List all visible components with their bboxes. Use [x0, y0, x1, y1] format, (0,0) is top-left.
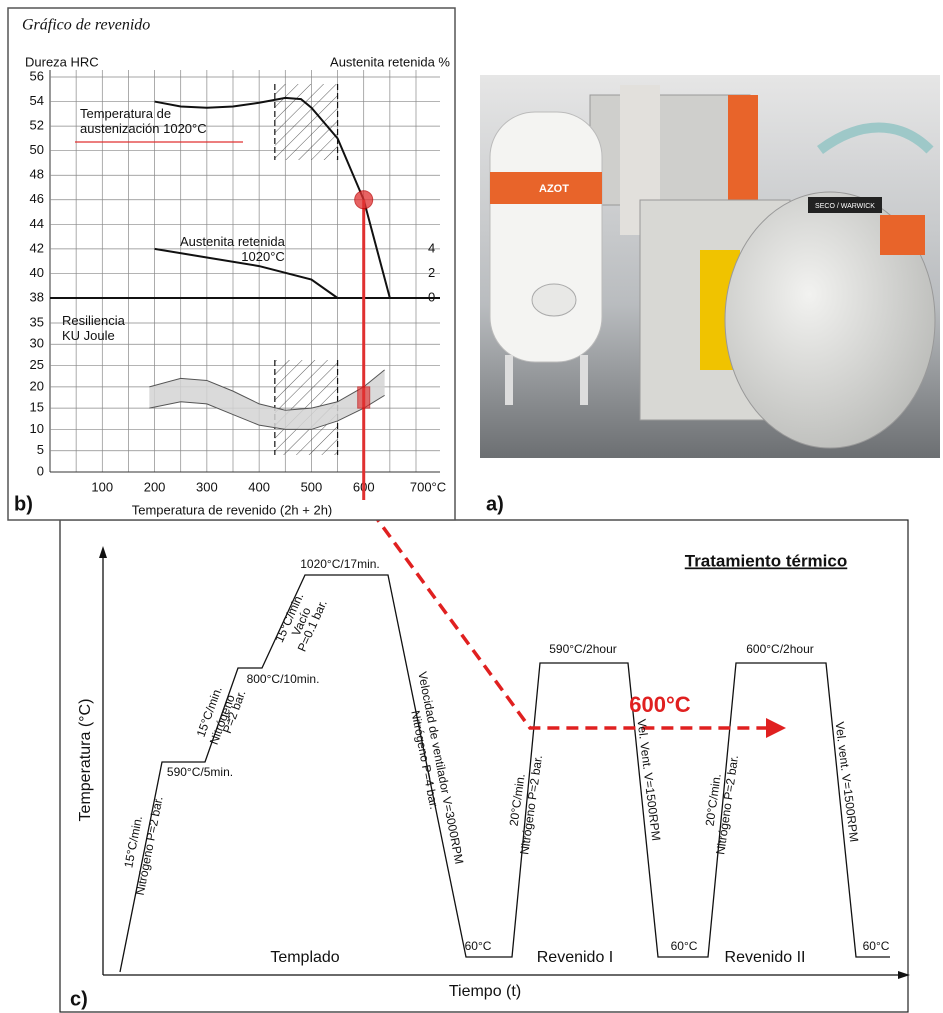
chart: 100200300400500600700°C38404244464850525…	[30, 68, 446, 500]
photo-label: SECO / WARWICK	[815, 203, 875, 210]
panel-label: c)	[70, 988, 88, 1010]
step-label: 800°C/10min.	[247, 672, 320, 686]
arrowhead	[898, 971, 910, 979]
y-tick-label: 38	[30, 289, 44, 304]
arrowhead	[766, 718, 786, 738]
stage-label: Revenido I	[537, 949, 614, 966]
chart-frame	[7, 7, 456, 521]
step-label: 590°C/2hour	[549, 642, 617, 656]
highlight-range	[357, 386, 371, 409]
y-tick-label: 46	[30, 191, 44, 206]
x-tick-label: 500	[301, 479, 323, 494]
y2-tick-label: 0	[428, 289, 435, 304]
chart-title: Gráfico de revenido	[22, 17, 150, 34]
x-axis-title: Tiempo (t)	[449, 983, 521, 1000]
y-axis-title: Temperatura (°C)	[77, 699, 94, 822]
step-label: 590°C/5min.	[167, 765, 233, 779]
y-tick-label: 35	[30, 314, 44, 329]
step-label: 60°C	[671, 939, 698, 953]
curve-label: Austenita retenida 1020°C	[180, 234, 285, 264]
step-label: 60°C	[465, 939, 492, 953]
hatch-zone	[274, 84, 338, 160]
stage-label: Revenido II	[725, 949, 806, 966]
arrowhead	[99, 546, 107, 558]
y-tick-label: 44	[30, 216, 44, 231]
temperature-profile	[119, 574, 890, 973]
y2-axis-title: Austenita retenida %	[330, 54, 450, 69]
x-tick-label: 700°C	[410, 479, 446, 494]
step-label: 60°C	[863, 939, 890, 953]
photo-label: AZOT	[539, 183, 569, 195]
y-tick-label: 5	[37, 442, 44, 457]
photo: AZOT SECO / WARWICK	[480, 75, 940, 458]
highlight-arrow	[370, 510, 768, 730]
band-area	[149, 369, 385, 430]
diagram-frame	[59, 519, 909, 1013]
band-edge	[149, 369, 385, 411]
x-axis-title: Temperatura de revenido (2h + 2h)	[132, 502, 333, 517]
curve	[154, 247, 339, 299]
y-tick-label: 15	[30, 400, 44, 415]
y-tick-label: 56	[30, 68, 44, 83]
panel-label: a)	[486, 493, 504, 515]
highlight-point	[354, 190, 374, 210]
y2-tick-label: 2	[428, 265, 435, 280]
panel-label: b)	[14, 493, 33, 515]
y-tick-label: 30	[30, 336, 44, 351]
y-tick-label: 50	[30, 142, 44, 157]
y-tick-label: 40	[30, 265, 44, 280]
band-label: Resiliencia KU Joule	[62, 313, 125, 343]
y-tick-label: 0	[37, 463, 44, 478]
diagram-title: Tratamiento térmico	[685, 551, 848, 570]
y-axis-title: Dureza HRC	[25, 54, 99, 69]
step-label: 600°C/2hour	[746, 642, 814, 656]
x-tick-label: 400	[248, 479, 270, 494]
highlight-label: 600°C	[629, 692, 691, 717]
x-tick-label: 100	[91, 479, 113, 494]
y-tick-label: 42	[30, 240, 44, 255]
y-tick-label: 20	[30, 378, 44, 393]
curve	[154, 96, 391, 299]
y-tick-label: 25	[30, 357, 44, 372]
x-tick-label: 200	[144, 479, 166, 494]
band-edge	[149, 394, 385, 430]
curve-label: Temperatura de austenización 1020°C	[80, 106, 207, 136]
y2-tick-label: 4	[428, 240, 435, 255]
y-tick-label: 48	[30, 167, 44, 182]
step-label: 1020°C/17min.	[300, 557, 380, 571]
y-tick-label: 54	[30, 93, 44, 108]
x-tick-label: 300	[196, 479, 218, 494]
stage-label: Templado	[270, 949, 339, 966]
y-tick-label: 52	[30, 118, 44, 133]
y-tick-label: 10	[30, 421, 44, 436]
